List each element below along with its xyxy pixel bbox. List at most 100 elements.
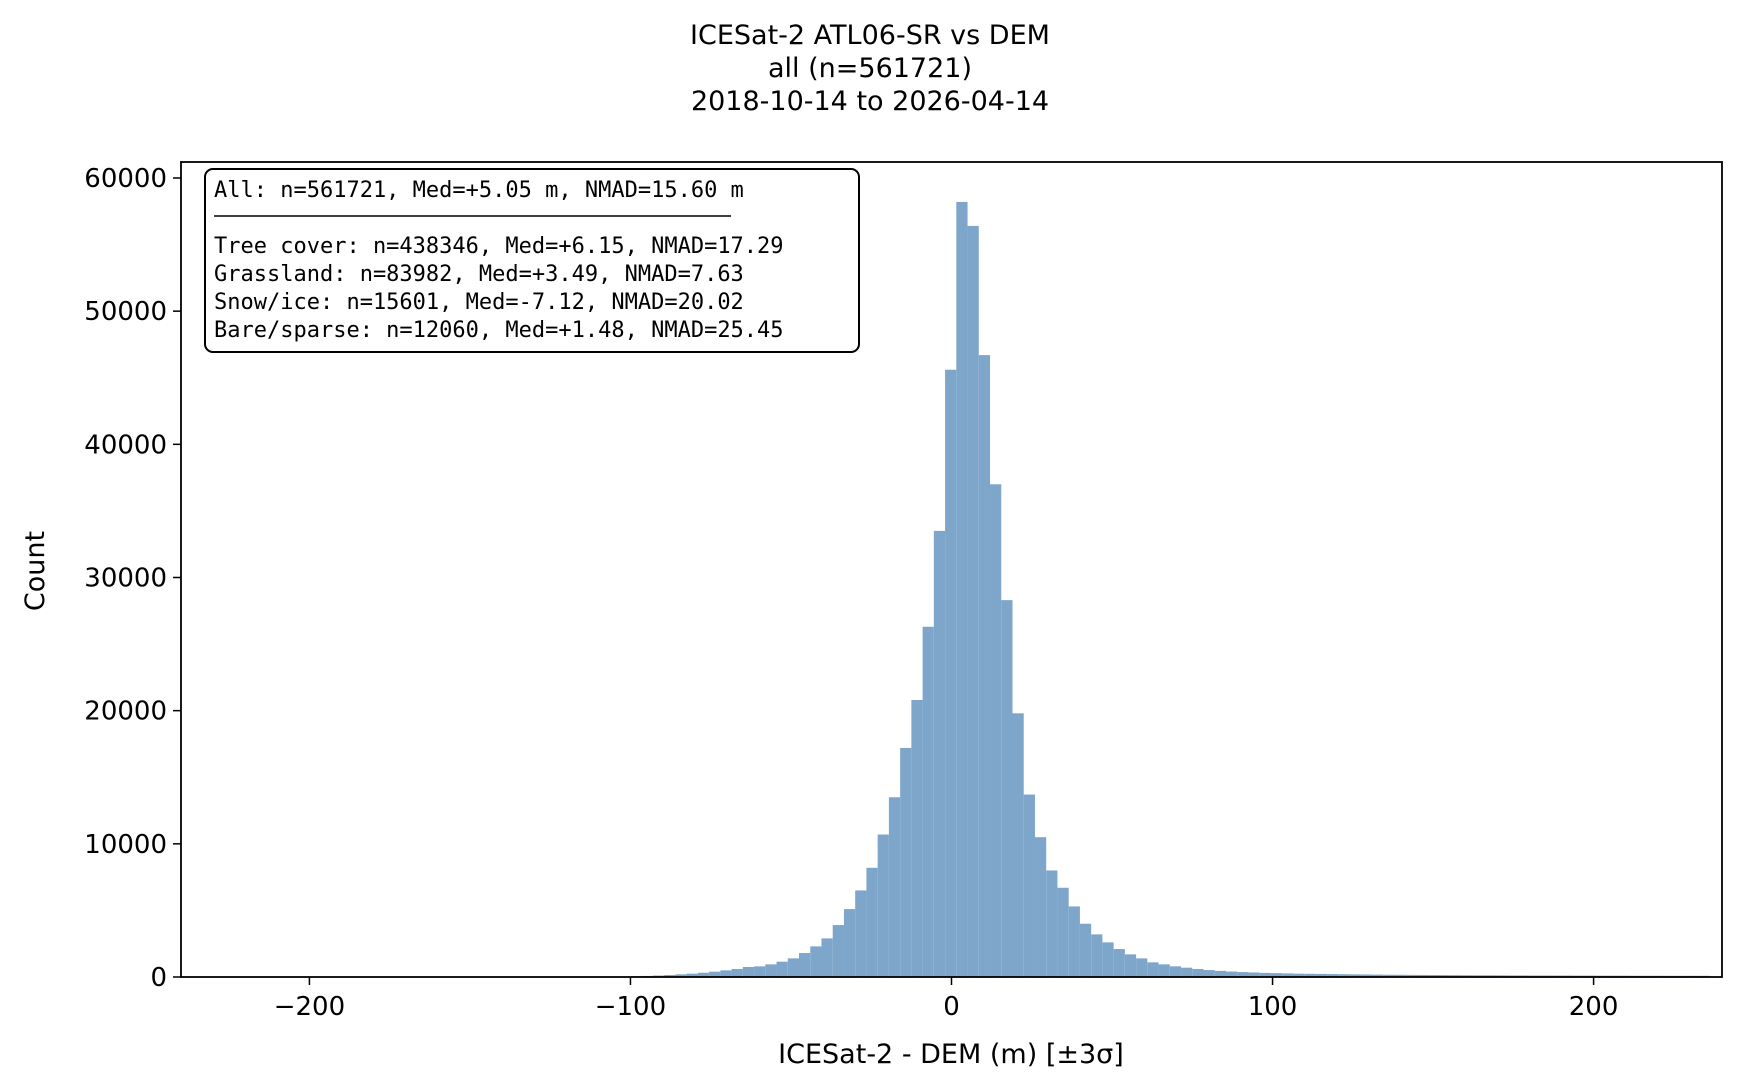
- y-axis-ticks: 0 10000 20000 30000 40000 50000 60000: [84, 164, 181, 993]
- histogram-bar: [945, 369, 957, 977]
- y-tick-label: 50000: [84, 297, 167, 327]
- histogram-bar: [1372, 974, 1384, 977]
- histogram-bar: [1315, 973, 1328, 977]
- x-tick-label: −100: [595, 992, 666, 1022]
- histogram-bar: [1270, 973, 1283, 977]
- histogram-bar: [821, 938, 833, 977]
- histogram-bar: [1450, 975, 1462, 977]
- x-tick-label: −200: [274, 992, 345, 1022]
- histogram-bar: [1428, 975, 1440, 977]
- histogram-bar: [1091, 934, 1103, 977]
- stats-line-grassland: Grassland: n=83982, Med=+3.49, NMAD=7.63: [214, 262, 744, 287]
- histogram-bar: [731, 969, 743, 977]
- histogram-bar: [1079, 923, 1092, 977]
- histogram-bar: [686, 973, 698, 977]
- histogram-bar: [1439, 975, 1451, 977]
- histogram-bar: [1147, 962, 1159, 977]
- title-line-1: ICESat-2 ATL06-SR vs DEM: [690, 20, 1050, 51]
- histogram-bar: [1293, 973, 1305, 977]
- histogram-bar: [664, 975, 676, 977]
- histogram-bar: [1259, 972, 1271, 977]
- histogram-bar: [1405, 974, 1418, 977]
- histogram-bar: [877, 834, 889, 977]
- y-tick-label: 40000: [84, 430, 167, 460]
- histogram-bar: [765, 964, 777, 977]
- histogram-bar: [697, 972, 710, 977]
- y-tick-label: 10000: [84, 830, 167, 860]
- x-axis-label: ICESat-2 - DEM (m) [±3σ]: [778, 1039, 1124, 1070]
- histogram-bar: [922, 626, 934, 977]
- histogram-bar: [1057, 887, 1069, 977]
- title-line-3: 2018-10-14 to 2026-04-14: [691, 86, 1049, 117]
- histogram-bar: [1327, 974, 1339, 977]
- histogram-bar: [754, 966, 766, 977]
- histogram-bar: [799, 953, 811, 977]
- histogram-bar: [855, 890, 867, 977]
- histogram-bar: [990, 484, 1002, 977]
- histogram-bar: [1158, 964, 1170, 977]
- y-tick-label: 60000: [84, 164, 167, 194]
- histogram-bar: [1001, 600, 1013, 977]
- histogram-bar: [956, 201, 968, 977]
- stats-line-snow-ice: Snow/ice: n=15601, Med=-7.12, NMAD=20.02: [214, 290, 744, 315]
- histogram-bar: [675, 974, 687, 977]
- title-line-2: all (n=561721): [768, 53, 972, 84]
- histogram-bar: [911, 700, 923, 977]
- histogram-bar: [1394, 974, 1406, 977]
- histogram-bar: [967, 225, 979, 977]
- chart-title: ICESat-2 ATL06-SR vs DEM all (n=561721) …: [690, 20, 1050, 117]
- histogram-bar: [1214, 970, 1226, 977]
- stats-line-bare-sparse: Bare/sparse: n=12060, Med=+1.48, NMAD=25…: [214, 318, 784, 343]
- histogram-bar: [1113, 949, 1125, 977]
- histogram-bar: [1068, 906, 1080, 977]
- histogram-bar: [1136, 958, 1148, 977]
- histogram-bar: [1034, 837, 1047, 977]
- y-tick-label: 0: [150, 963, 167, 993]
- histogram-bar: [1203, 970, 1215, 977]
- histogram-bar: [1417, 974, 1429, 977]
- histogram-bar: [1169, 966, 1182, 977]
- histogram-bar: [888, 797, 901, 977]
- histogram-bar: [1237, 972, 1249, 977]
- histogram-bar: [1282, 973, 1294, 977]
- histogram-bar: [787, 958, 800, 977]
- histogram-bar: [866, 867, 878, 977]
- histogram-bar: [900, 747, 912, 977]
- histogram-bar: [720, 970, 732, 977]
- histogram-bar: [742, 967, 755, 977]
- histogram-bar: [1360, 974, 1373, 977]
- histogram-bar: [810, 946, 822, 977]
- x-tick-label: 100: [1248, 992, 1298, 1022]
- histogram-bars: [630, 201, 1710, 977]
- stats-legend-box: All: n=561721, Med=+5.05 m, NMAD=15.60 m…: [204, 168, 860, 353]
- histogram-bar: [1304, 973, 1316, 977]
- histogram-bar: [1338, 974, 1350, 977]
- histogram-bar: [1192, 969, 1204, 977]
- histogram-bar: [1383, 974, 1395, 977]
- y-tick-label: 30000: [84, 563, 167, 593]
- histogram-bar: [1181, 967, 1193, 977]
- x-axis-ticks: −200 −100 0 100 200: [274, 977, 1619, 1022]
- stats-header: All: n=561721, Med=+5.05 m, NMAD=15.60 m: [214, 178, 744, 203]
- histogram-bar: [1023, 794, 1035, 977]
- histogram-bar: [1012, 713, 1024, 977]
- y-tick-label: 20000: [84, 697, 167, 727]
- histogram-bar: [1248, 972, 1260, 977]
- histogram-bar: [832, 925, 844, 977]
- histogram-bar: [709, 971, 721, 977]
- stats-line-tree-cover: Tree cover: n=438346, Med=+6.15, NMAD=17…: [214, 234, 784, 259]
- x-tick-label: 200: [1569, 992, 1619, 1022]
- x-tick-label: 0: [943, 992, 960, 1022]
- histogram-bar: [933, 530, 946, 977]
- y-axis-label: Count: [20, 531, 51, 611]
- stats-box-frame: [204, 168, 860, 353]
- histogram-bar: [978, 355, 991, 977]
- histogram-bar: [1102, 942, 1114, 977]
- histogram-bar: [1124, 954, 1137, 977]
- histogram-bar: [1225, 971, 1238, 977]
- histogram-bar: [1046, 870, 1058, 977]
- histogram-bar: [843, 909, 856, 977]
- histogram-bar: [776, 961, 788, 977]
